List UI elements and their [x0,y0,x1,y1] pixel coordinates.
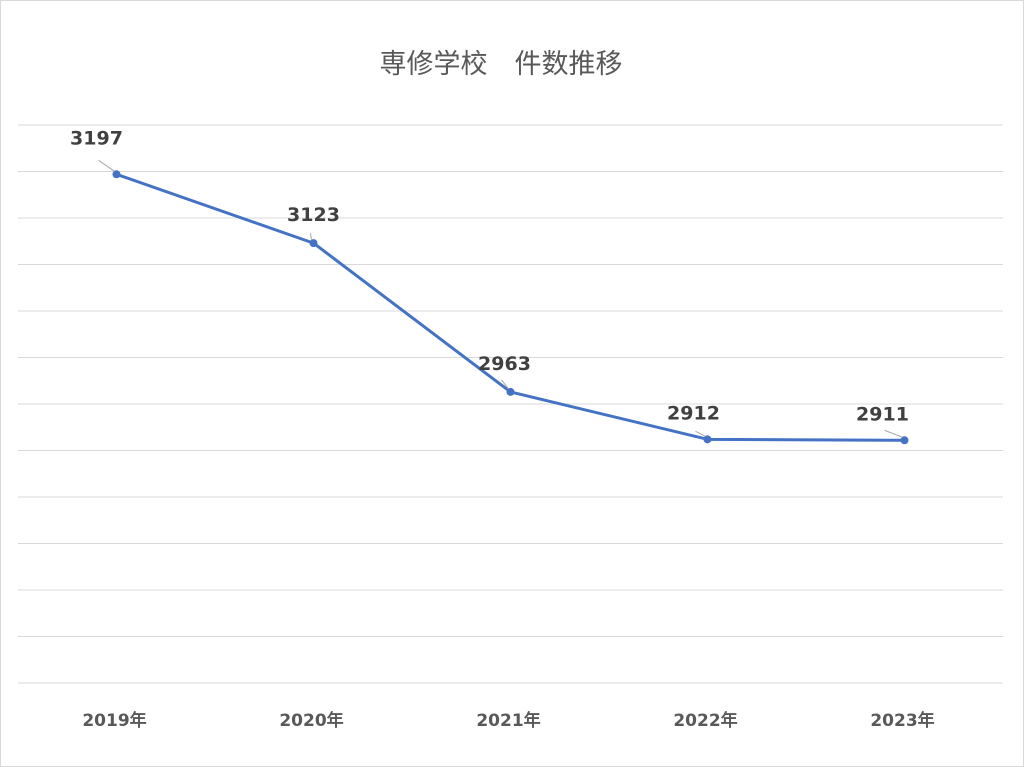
data-point-2022年 [703,435,712,444]
leader-line-2019年 [98,159,115,172]
chart-title: 専修学校 件数推移 [380,49,623,80]
data-label-2021年: 2963 [478,353,531,375]
data-point-2021年 [506,387,515,396]
data-labels: 3197 3123 2963 2912 2911 [70,127,909,438]
data-label-2020年: 3123 [287,204,340,226]
data-point-2020年 [309,239,318,248]
leader-line-2021年 [501,379,509,390]
x-tick-label-4: 2023年 [870,710,934,731]
series-line [115,172,906,442]
x-tick-label-3: 2022年 [673,710,737,731]
data-point-2019年 [112,170,121,179]
data-point-2023年 [900,436,909,445]
x-tick-label-0: 2019年 [82,710,146,731]
data-label-2023年: 2911 [856,403,909,425]
data-label-2019年: 3197 [70,127,123,149]
leader-line-2020年 [310,233,312,241]
data-label-2022年: 2912 [667,402,720,424]
x-axis-tick-labels: 2019年 2020年 2021年 2022年 2023年 [82,710,934,731]
series-group [112,170,909,445]
gridlines [18,124,1003,684]
x-tick-label-1: 2020年 [279,710,343,731]
x-tick-label-2: 2021年 [476,710,540,731]
leader-line-2023年 [884,429,903,438]
leader-line-2022年 [695,430,706,437]
